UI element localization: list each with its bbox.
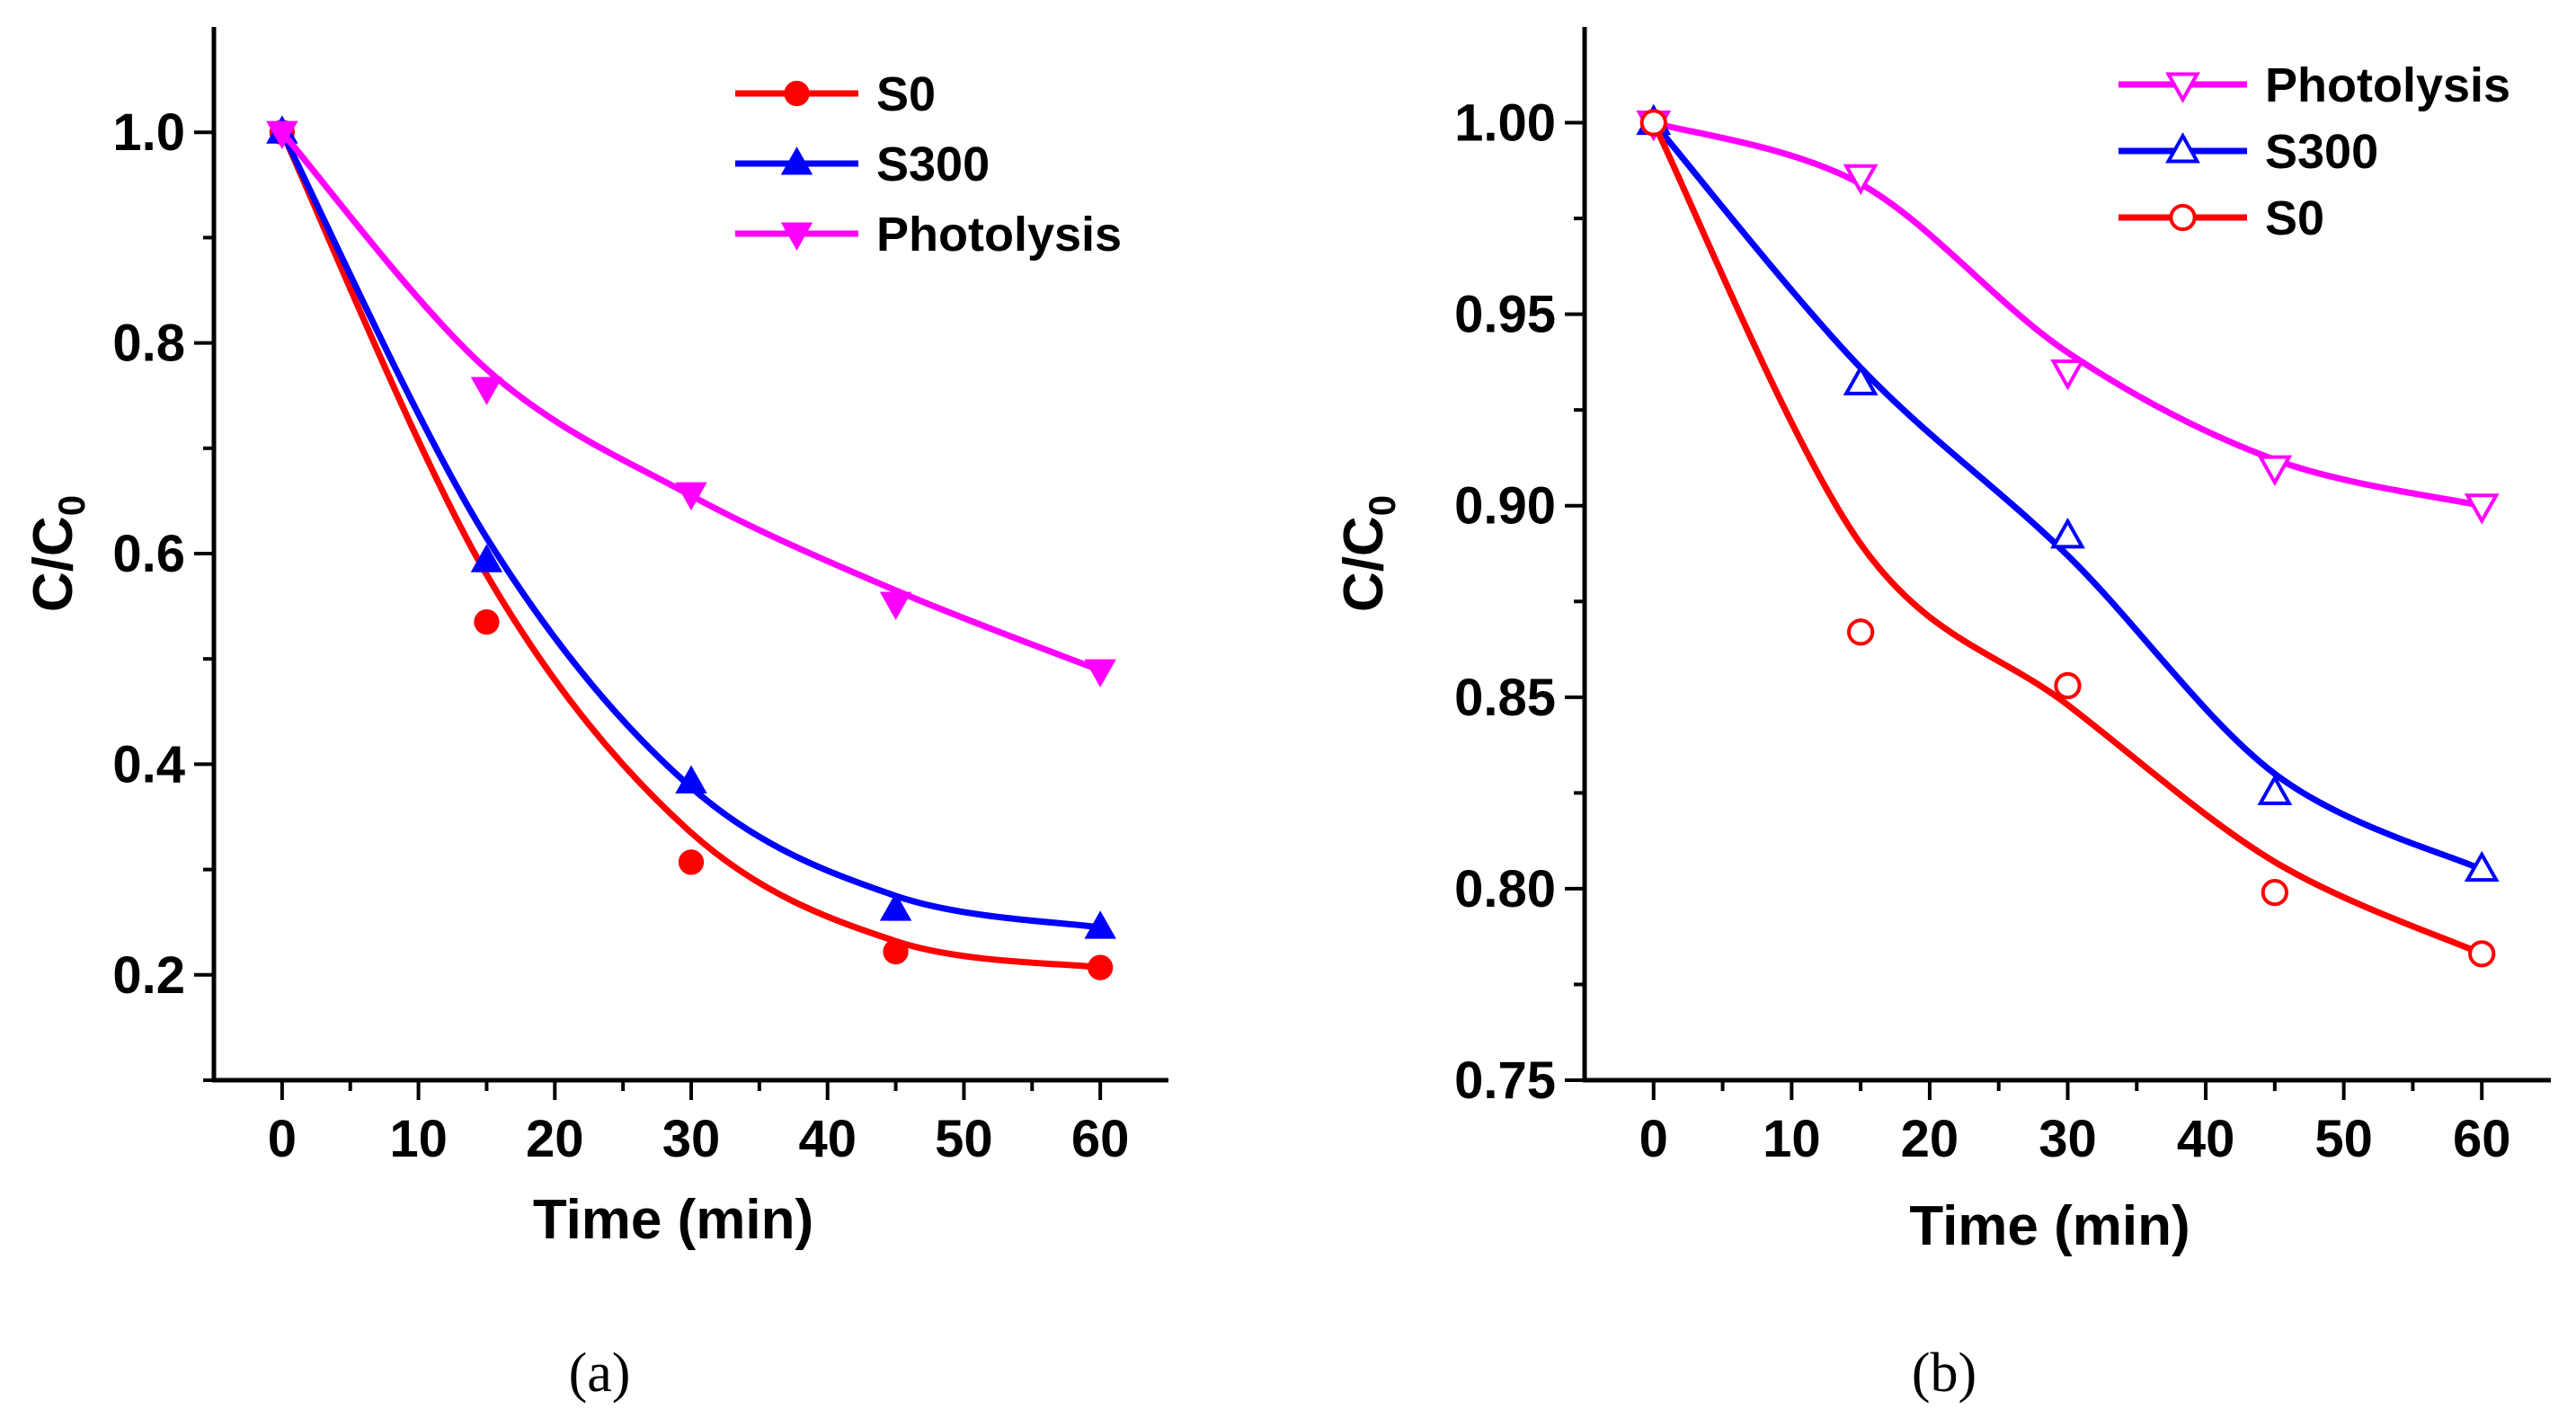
y-tick-label: 0.90 (1454, 477, 1556, 536)
x-tick-label: 60 (2453, 1110, 2511, 1168)
data-point-s0 (1088, 954, 1114, 980)
fit-curve-photolysis (1650, 120, 2485, 510)
data-point-s0 (883, 938, 909, 965)
series-photolysis (1636, 111, 2500, 525)
fit-curve-s0 (279, 129, 1104, 971)
x-axis-label: Time (min) (1909, 1195, 2190, 1257)
series-s300 (266, 115, 1116, 939)
data-point-s300 (2050, 517, 2085, 549)
data-point-s0 (1639, 109, 1667, 137)
legend: Photolysis S300 S0 (2119, 58, 2510, 245)
y-axis-label: C/C0 (1333, 495, 1403, 612)
y-tick-label: 0.8 (112, 315, 185, 373)
y-axis-label: C/C0 (22, 495, 93, 612)
legend-marker (784, 80, 810, 107)
legend-label: S0 (876, 67, 936, 121)
x-tick-label: 30 (2039, 1110, 2097, 1168)
y-tick-label: 0.6 (112, 525, 185, 583)
y-tick-label: 0.85 (1454, 669, 1556, 727)
y-tick-label: 0.95 (1454, 286, 1556, 344)
data-point-photolysis (675, 482, 707, 511)
panel-a: 0 10 20 30 40 50 60 0.2 0.4 0.6 0.8 1.0 Time (min) C/… (22, 27, 1168, 1404)
data-point-s0 (2054, 671, 2082, 700)
x-tick-label: 0 (1639, 1110, 1668, 1168)
y-axis-label-main: C/C (22, 516, 84, 612)
fit-curve-s300 (1650, 120, 2485, 874)
x-tick-label: 50 (935, 1110, 993, 1168)
x-tick-label: 50 (2314, 1110, 2373, 1168)
legend-marker (780, 222, 813, 251)
x-tick-label: 60 (1071, 1110, 1130, 1168)
fit-curve-photolysis (279, 129, 1104, 674)
y-axis-label-main: C/C (1333, 516, 1395, 612)
legend: S0 S300 Photolysis (735, 67, 1122, 262)
legend-marker (780, 146, 813, 175)
data-point-photolysis (1084, 659, 1116, 687)
series-s0 (1639, 109, 2496, 968)
panel-label: (a) (569, 1343, 631, 1404)
y-tick-label: 0.80 (1454, 860, 1556, 918)
panel-b: 0 10 20 30 40 50 60 0.75 0.80 0.85 0.90 0.95 1.00 Tim… (1333, 27, 2551, 1404)
data-point-photolysis (2257, 455, 2293, 486)
legend-label: Photolysis (876, 208, 1122, 262)
data-point-s0 (1847, 618, 1875, 646)
panel-label: (b) (1912, 1343, 1976, 1404)
data-point-photolysis (2464, 493, 2500, 525)
y-tick-label: 0.2 (112, 946, 185, 1005)
legend-marker (2169, 203, 2197, 232)
x-tick-label: 20 (526, 1110, 584, 1168)
x-tick-label: 40 (798, 1110, 857, 1168)
fit-curve-s300 (279, 129, 1104, 931)
y-axis-label-subscript: 0 (1361, 495, 1403, 516)
data-point-photolysis (2050, 359, 2085, 391)
legend-label: S0 (2265, 191, 2324, 245)
data-point-photolysis (470, 377, 503, 405)
y-tick-label: 0.75 (1454, 1051, 1556, 1110)
x-tick-label: 40 (2177, 1110, 2235, 1168)
x-tick-label: 0 (268, 1110, 297, 1168)
data-point-photolysis (266, 120, 298, 150)
legend-marker (2165, 132, 2200, 164)
data-point-s300 (470, 544, 503, 572)
x-axis-label: Time (min) (533, 1189, 813, 1251)
x-tick-label: 10 (1763, 1110, 1821, 1168)
y-tick-label: 1.00 (1454, 94, 1556, 153)
data-point-s0 (678, 849, 705, 875)
data-point-s300 (2464, 850, 2500, 882)
fit-curve-s0 (1650, 120, 2485, 957)
legend-label: S300 (2265, 125, 2378, 179)
y-tick-label: 1.0 (112, 103, 185, 162)
data-point-s300 (1084, 910, 1116, 939)
x-tick-label: 30 (662, 1110, 721, 1168)
data-point-s300 (675, 765, 707, 794)
data-point-s0 (2468, 940, 2496, 968)
legend-marker (2165, 72, 2200, 103)
x-tick-label: 20 (1901, 1110, 1959, 1168)
y-tick-label: 0.4 (112, 735, 185, 794)
data-point-s0 (474, 609, 500, 635)
legend-label: Photolysis (2265, 58, 2510, 112)
series-s300 (1636, 103, 2500, 882)
data-point-s300 (2257, 774, 2293, 805)
x-tick-label: 10 (389, 1110, 448, 1168)
data-point-s0 (2261, 879, 2288, 907)
legend-label: S300 (876, 137, 990, 191)
series-photolysis (266, 120, 1116, 687)
data-point-s300 (879, 892, 912, 921)
data-point-photolysis (879, 591, 912, 620)
y-axis-label-subscript: 0 (50, 495, 93, 516)
data-point-s300 (1843, 364, 1879, 395)
data-point-photolysis (1843, 164, 1879, 196)
